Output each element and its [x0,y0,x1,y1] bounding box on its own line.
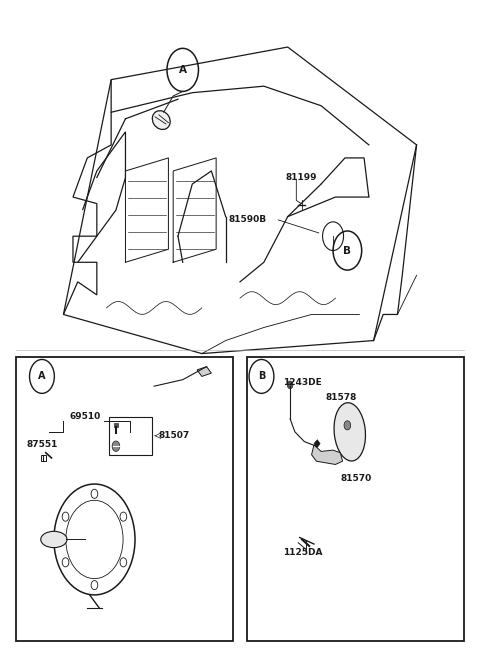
Circle shape [62,512,69,521]
Text: 81578: 81578 [326,393,357,402]
Text: 69510: 69510 [69,413,100,421]
Text: 81507: 81507 [159,431,190,440]
Circle shape [120,558,127,567]
Circle shape [287,381,293,389]
Text: A: A [38,371,46,381]
Text: B: B [258,371,265,381]
Bar [114,423,118,426]
Bar [109,417,152,455]
Circle shape [91,489,98,498]
Bar [247,357,464,641]
Circle shape [344,421,351,430]
Bar [16,357,233,641]
Polygon shape [312,445,343,464]
Text: 81199: 81199 [285,173,317,182]
Circle shape [120,512,127,521]
Circle shape [112,441,120,451]
Ellipse shape [334,403,365,461]
Circle shape [91,580,98,590]
Text: A: A [179,65,187,75]
Text: 1243DE: 1243DE [283,379,322,388]
Text: 1125DA: 1125DA [283,548,323,557]
Text: 87551: 87551 [26,440,58,449]
Polygon shape [197,367,211,377]
Text: 81570: 81570 [340,474,372,483]
Ellipse shape [152,111,170,130]
Circle shape [62,558,69,567]
Text: 81590B: 81590B [228,215,266,225]
Bar [41,455,46,461]
Polygon shape [314,440,320,447]
Text: B: B [343,246,351,255]
Ellipse shape [41,531,67,548]
